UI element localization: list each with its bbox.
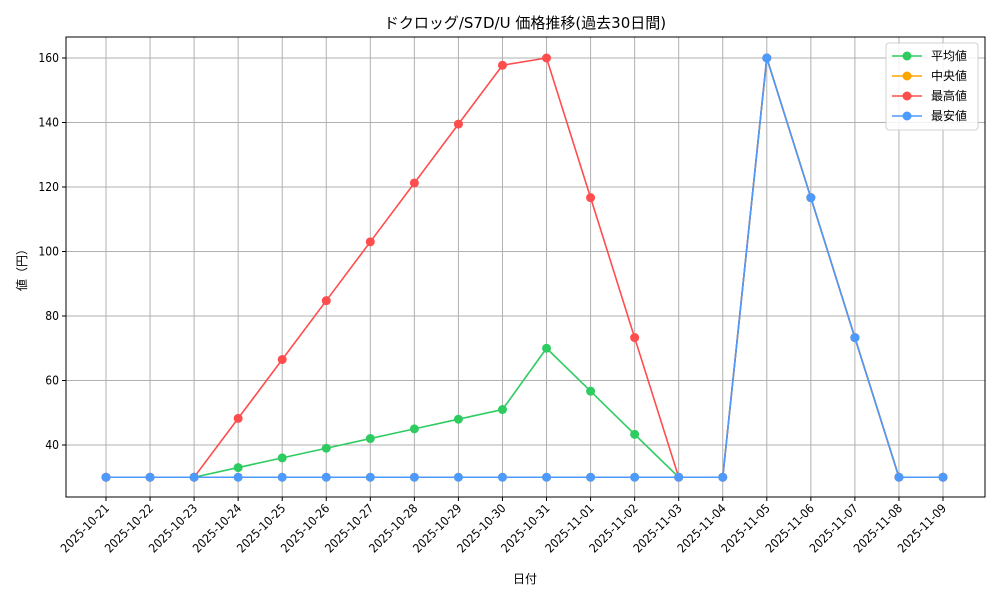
grid-lines — [66, 37, 985, 497]
data-point — [277, 355, 287, 365]
data-point — [453, 414, 463, 424]
data-point — [277, 453, 287, 463]
data-point — [674, 472, 684, 482]
y-tick-label: 140 — [38, 116, 59, 130]
series-3 — [101, 53, 948, 482]
data-point — [630, 333, 640, 343]
data-point — [586, 472, 596, 482]
data-point — [542, 472, 552, 482]
data-point — [277, 472, 287, 482]
data-point — [806, 193, 816, 203]
legend-swatch-marker — [902, 51, 912, 61]
data-point — [542, 343, 552, 353]
data-point — [233, 463, 243, 473]
y-axis-title: 値（円） — [14, 243, 29, 291]
legend-swatch-marker — [902, 71, 912, 81]
data-point — [145, 472, 155, 482]
data-point — [630, 429, 640, 439]
data-point — [189, 472, 199, 482]
x-axis-title: 日付 — [513, 572, 537, 586]
data-point — [453, 119, 463, 129]
data-point — [365, 237, 375, 247]
y-tick-label: 120 — [38, 180, 59, 194]
series-line — [106, 57, 943, 479]
data-point — [586, 193, 596, 203]
series-line — [106, 57, 943, 479]
legend-swatch-marker — [902, 91, 912, 101]
y-tick-label: 100 — [38, 245, 59, 259]
data-point — [497, 472, 507, 482]
data-point — [321, 472, 331, 482]
legend-label: 最高値 — [931, 88, 967, 103]
legend-label: 中央値 — [931, 68, 967, 83]
data-point — [497, 405, 507, 415]
data-point — [586, 386, 596, 396]
series-line — [106, 57, 943, 479]
data-point — [233, 413, 243, 423]
data-point — [365, 434, 375, 444]
data-point — [409, 178, 419, 188]
y-axis-ticks: 40 60 80 100 120 140 160 — [38, 51, 66, 452]
plot-frame — [65, 36, 986, 498]
series-line — [106, 57, 943, 479]
data-point — [321, 296, 331, 306]
x-axis-ticks: 2025-10-212025-10-222025-10-232025-10-24… — [58, 497, 949, 555]
data-point — [101, 472, 111, 482]
data-point — [894, 472, 904, 482]
y-tick-label: 80 — [45, 309, 59, 323]
data-point — [453, 472, 463, 482]
data-point — [497, 60, 507, 70]
data-point — [850, 333, 860, 343]
legend-label: 平均値 — [931, 48, 967, 63]
data-point — [233, 472, 243, 482]
chart-title: ドクロッグ/S7D/U 価格推移(過去30日間) — [384, 14, 666, 32]
data-point — [365, 472, 375, 482]
legend-box — [885, 42, 979, 131]
series-2 — [101, 53, 948, 482]
data-point — [409, 424, 419, 434]
data-point — [938, 472, 948, 482]
series-lines — [101, 53, 948, 482]
data-point — [718, 472, 728, 482]
y-tick-label: 160 — [38, 51, 59, 65]
y-tick-label: 60 — [45, 374, 59, 388]
legend-swatch-marker — [902, 111, 912, 121]
series-1 — [101, 53, 948, 482]
legend-label: 最安値 — [931, 108, 967, 123]
data-point — [762, 53, 772, 63]
data-point — [409, 472, 419, 482]
data-point — [321, 443, 331, 453]
series-0 — [101, 53, 948, 482]
data-point — [630, 472, 640, 482]
data-point — [542, 53, 552, 63]
y-tick-label: 40 — [45, 438, 59, 452]
